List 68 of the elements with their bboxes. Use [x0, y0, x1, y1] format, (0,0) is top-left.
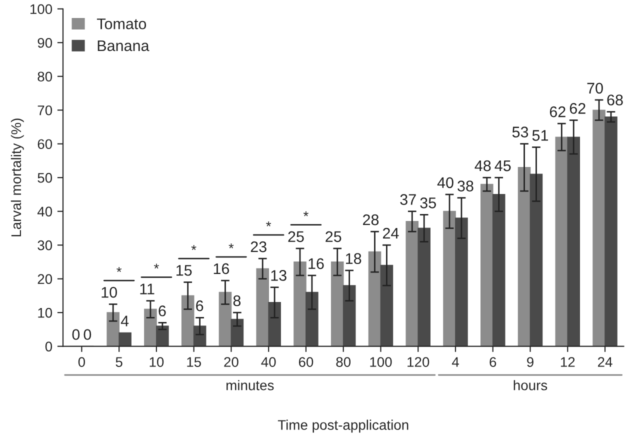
data-label: 15: [176, 265, 192, 276]
y-tick-label: 90: [38, 38, 52, 48]
y-tick-label: 10: [38, 308, 52, 318]
data-label: 8: [233, 295, 241, 306]
y-tick-label: 40: [37, 206, 52, 217]
annotation: *: [228, 243, 234, 248]
data-label: 70: [587, 82, 603, 94]
annotation: *: [303, 211, 308, 216]
data-label: 23: [250, 241, 266, 252]
data-label: 35: [420, 198, 436, 208]
x-tick-label: 9: [527, 357, 534, 367]
y-tick-label: 0: [45, 342, 52, 352]
data-label: 38: [458, 180, 474, 192]
data-label: 16: [308, 258, 324, 270]
data-label: 28: [363, 214, 379, 226]
annotation: *: [154, 264, 159, 269]
x-tick-label: 100: [370, 357, 392, 367]
data-label: 25: [326, 231, 342, 242]
data-label: 10: [102, 286, 117, 298]
data-label: 62: [550, 106, 566, 118]
x-tick-label: 20: [224, 357, 238, 367]
y-tick-label: 30: [38, 240, 52, 250]
x-axis-title: Time post-application: [278, 420, 408, 433]
y-tick-label: 50: [38, 172, 52, 183]
x-tick-label: 24: [598, 357, 612, 367]
data-label: 37: [400, 194, 416, 205]
data-label: 24: [382, 228, 399, 239]
data-label: 6: [196, 300, 204, 312]
x-tick-label: 40: [261, 357, 276, 367]
data-label: 25: [288, 231, 304, 242]
x-tick-label: 80: [336, 357, 351, 367]
data-label: 40: [437, 177, 454, 188]
annotation: *: [191, 245, 196, 250]
x-tick-label: 6: [490, 357, 496, 367]
data-label: 18: [346, 253, 362, 264]
data-label: 16: [214, 263, 230, 274]
y-axis-title: Larval mortality (%): [10, 118, 24, 236]
x-tick-label: 0: [78, 357, 86, 367]
data-label: 68: [607, 94, 623, 106]
x-tick-label: 12: [560, 357, 575, 367]
y-tick-label: 80: [38, 72, 52, 82]
data-label: 53: [512, 126, 528, 138]
data-label: 13: [271, 270, 286, 281]
x-tick-label: 4: [452, 357, 459, 367]
x-tick-label: 60: [298, 357, 314, 367]
x-tick-label: 15: [187, 357, 201, 367]
data-label: 45: [494, 160, 511, 172]
legend-label: Tomato: [96, 18, 146, 30]
x-tick-label: 5: [116, 357, 122, 367]
data-label: 11: [140, 284, 154, 294]
y-tick-label: 70: [38, 105, 52, 116]
x-tick-label: 10: [150, 357, 164, 367]
data-label: 62: [570, 103, 586, 114]
text: hours: [514, 380, 548, 390]
y-tick-label: 60: [38, 139, 52, 150]
legend-label: Banana: [98, 40, 150, 52]
annotation: *: [116, 267, 122, 272]
annotation: *: [266, 222, 272, 226]
data-label: 4: [120, 316, 129, 326]
data-label: 6: [158, 305, 166, 316]
data-label: 0: [84, 329, 92, 340]
text: minutes: [226, 380, 274, 390]
y-tick-label: 100: [30, 4, 52, 14]
data-label: 48: [474, 160, 491, 172]
data-label: 51: [532, 130, 548, 141]
y-tick-label: 20: [38, 274, 52, 284]
x-tick-label: 120: [408, 357, 430, 367]
data-label: 0: [72, 329, 80, 340]
